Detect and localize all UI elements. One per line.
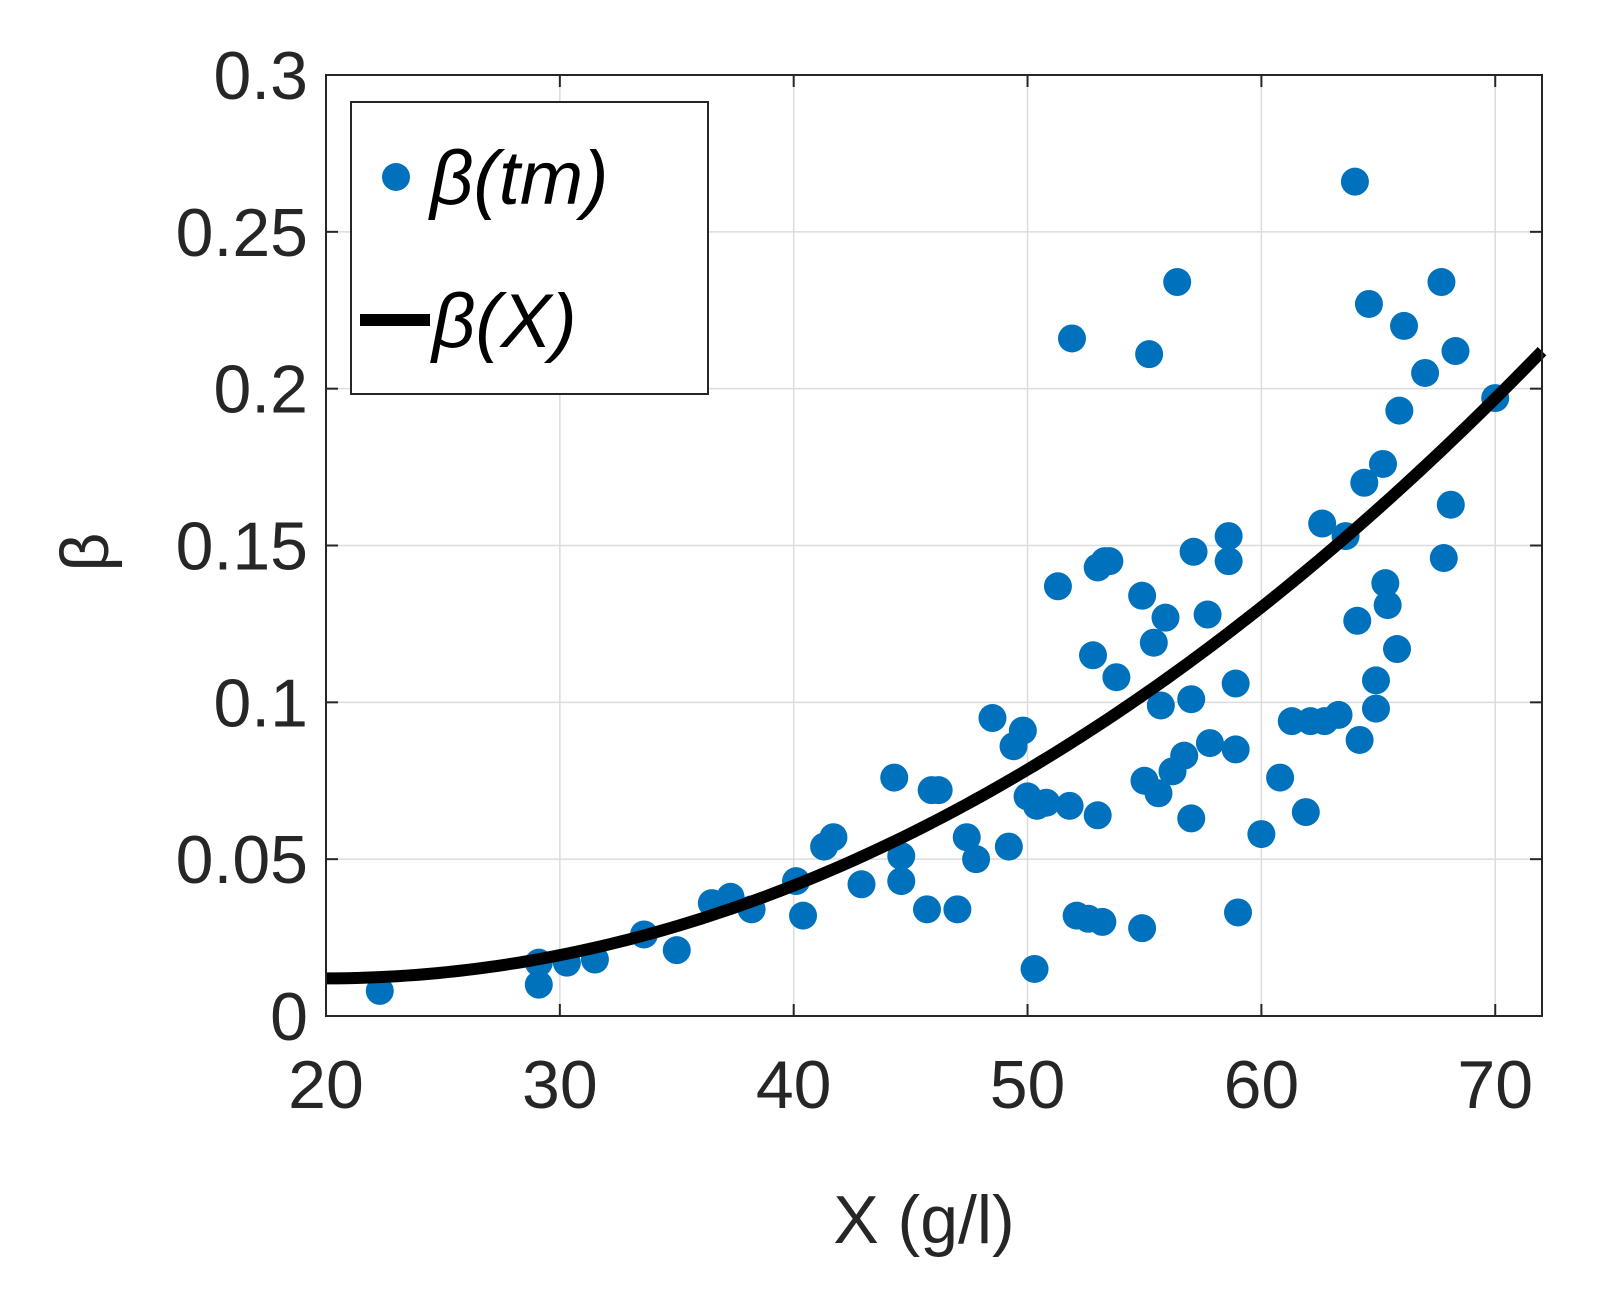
scatter-point — [1266, 763, 1295, 792]
scatter-point — [1020, 954, 1049, 983]
y-axis-label: β — [47, 532, 123, 571]
legend-box — [350, 101, 709, 395]
legend-scatter-marker — [382, 163, 410, 191]
x-tick-label: 50 — [990, 1047, 1066, 1123]
y-tick-label: 0.2 — [213, 352, 308, 428]
scatter-point — [1385, 396, 1414, 425]
scatter-point — [1057, 324, 1086, 353]
x-axis-label: X (g/l) — [833, 1182, 1014, 1258]
scatter-point — [887, 842, 916, 871]
scatter-point — [365, 976, 394, 1005]
scatter-point — [1128, 914, 1157, 943]
x-ticks: 20 30 40 50 60 70 — [288, 75, 1533, 1123]
scatter-point — [1083, 801, 1112, 830]
scatter-point — [1411, 358, 1440, 387]
scatter-point — [1151, 603, 1180, 632]
scatter-point — [1088, 907, 1117, 936]
scatter-point — [1340, 167, 1369, 196]
scatter-point — [1221, 669, 1250, 698]
scatter-point — [1436, 490, 1465, 519]
scatter-point — [789, 901, 818, 930]
scatter-point — [887, 867, 916, 896]
scatter-point — [924, 776, 953, 805]
scatter-point — [1291, 798, 1320, 827]
scatter-point — [1128, 581, 1157, 610]
scatter-point — [1224, 898, 1252, 927]
scatter-point — [1361, 666, 1390, 695]
scatter-point — [1441, 337, 1470, 366]
scatter-point — [1193, 600, 1222, 629]
y-tick-label: 0.1 — [213, 665, 308, 741]
scatter-point — [912, 895, 941, 924]
scatter-point — [1146, 691, 1175, 720]
fit-curve-line — [325, 346, 1547, 985]
scatter-series — [365, 167, 1510, 1005]
y-tick-label: 0.15 — [176, 509, 308, 585]
scatter-point — [1308, 509, 1337, 538]
scatter-point — [1102, 663, 1131, 692]
scatter-point — [880, 763, 909, 792]
y-tick-label: 0.05 — [176, 822, 308, 898]
scatter-point — [1361, 694, 1390, 723]
scatter-point — [1195, 729, 1224, 758]
scatter-point — [1139, 628, 1168, 657]
scatter-point — [1427, 268, 1456, 297]
legend-line-label: β(X) — [430, 279, 577, 364]
x-tick-label: 40 — [756, 1047, 832, 1123]
y-tick-label: 0.25 — [176, 195, 308, 271]
scatter-point — [1371, 569, 1400, 598]
x-tick-label: 70 — [1457, 1047, 1533, 1123]
scatter-point — [1214, 547, 1243, 576]
scatter-point — [1032, 788, 1061, 817]
y-tick-label: 0.3 — [213, 38, 308, 114]
scatter-point — [952, 823, 981, 852]
scatter-point — [1383, 635, 1412, 664]
scatter-point — [962, 845, 991, 874]
scatter-point — [1163, 268, 1192, 297]
scatter-point — [847, 870, 876, 899]
fit-curve-series — [325, 346, 1547, 985]
scatter-point — [1324, 700, 1353, 729]
scatter-point — [1354, 289, 1383, 318]
scatter-point — [1429, 544, 1458, 573]
scatter-point — [1079, 641, 1108, 670]
scatter-point — [943, 895, 972, 924]
scatter-point — [1095, 547, 1124, 576]
legend: β(tm) β(X) — [350, 101, 709, 395]
scatter-point — [1179, 537, 1208, 566]
scatter-point — [662, 936, 691, 965]
scatter-point — [1043, 572, 1072, 601]
scatter-point — [1345, 725, 1374, 754]
scatter-point — [978, 704, 1007, 733]
scatter-point — [1177, 804, 1206, 833]
scatter-point — [1247, 820, 1276, 849]
y-ticks: 0 0.05 0.1 0.15 0.2 0.25 0.3 — [176, 38, 1542, 1055]
scatter-point — [1008, 716, 1037, 745]
scatter-point — [1170, 741, 1199, 770]
scatter-point — [1144, 779, 1173, 808]
scatter-point — [819, 823, 848, 852]
scatter-point — [1221, 735, 1250, 764]
scatter-point — [1350, 468, 1379, 497]
x-tick-label: 20 — [288, 1047, 364, 1123]
scatter-point — [1368, 449, 1397, 478]
y-tick-label: 0 — [270, 979, 308, 1055]
scatter-point — [1343, 606, 1372, 635]
scatter-point — [1214, 522, 1243, 551]
scatter-point — [1055, 791, 1084, 820]
scatter-point — [994, 832, 1023, 861]
x-tick-label: 30 — [522, 1047, 598, 1123]
scatter-point — [1390, 311, 1419, 340]
legend-scatter-label: β(tm) — [428, 136, 608, 221]
scatter-point — [524, 970, 553, 999]
scatter-point — [1177, 685, 1206, 714]
scatter-point — [1373, 591, 1402, 620]
x-tick-label: 60 — [1224, 1047, 1300, 1123]
scatter-point — [1135, 340, 1164, 369]
